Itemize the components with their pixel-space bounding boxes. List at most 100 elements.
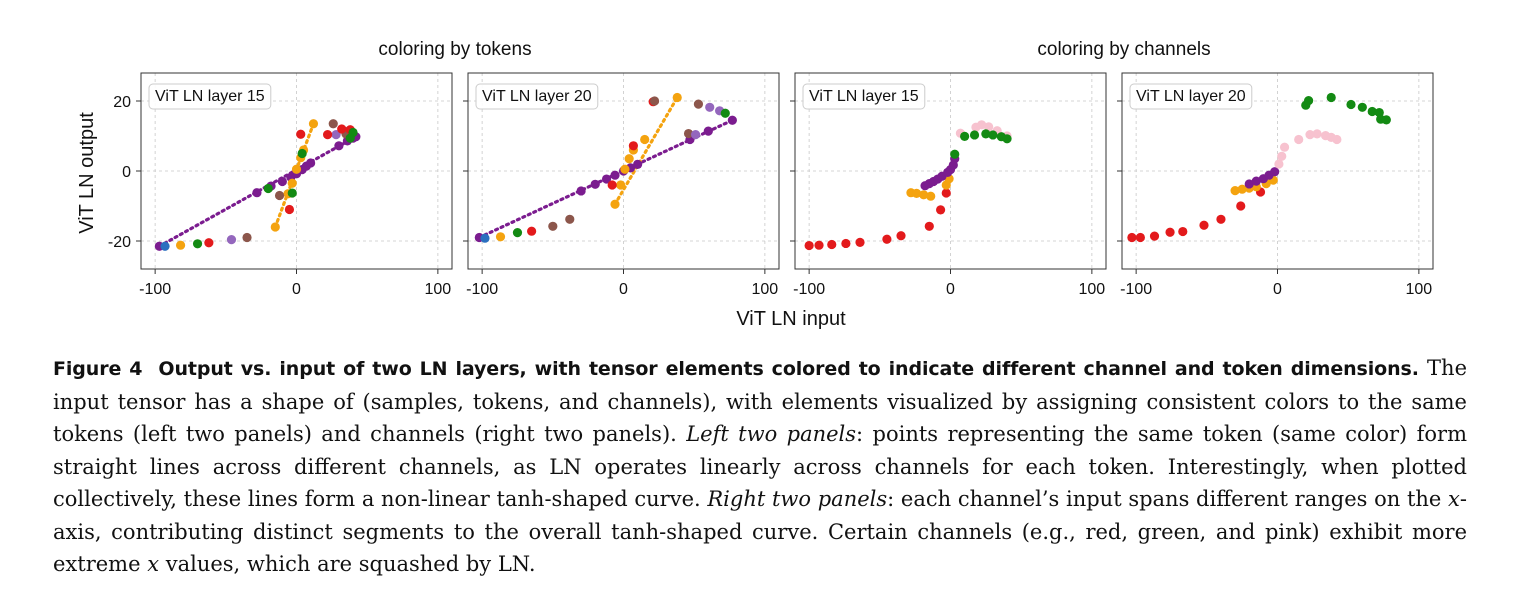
- data-point: [1237, 184, 1247, 194]
- data-point: [1165, 227, 1175, 237]
- data-point: [1381, 115, 1391, 125]
- data-point: [620, 164, 630, 174]
- data-point: [896, 231, 906, 241]
- data-point: [1178, 226, 1188, 237]
- data-point: [334, 141, 344, 151]
- caption-sentence-1: The input tensor has a shape of (samples…: [53, 356, 1467, 446]
- x-tick-label: -100: [139, 281, 171, 298]
- data-point: [683, 128, 694, 139]
- data-point: [969, 130, 980, 140]
- data-point: [277, 176, 287, 187]
- data-point: [495, 232, 506, 242]
- data-point: [160, 241, 170, 251]
- data-point: [977, 120, 987, 130]
- data-point: [1127, 232, 1137, 243]
- data-point: [672, 92, 682, 103]
- data-point: [270, 222, 280, 232]
- x-tick-label: 100: [1079, 281, 1106, 298]
- caption-right-label: Right two panels: [707, 487, 888, 511]
- scatter-panel-2: -100 0 100 ViT LN layer 20: [463, 72, 780, 298]
- caption-sentence-3b: -axis, contributing distinct segments to…: [53, 487, 1467, 576]
- data-point: [628, 141, 638, 151]
- panel-label-box: [475, 83, 599, 110]
- data-point: [633, 159, 643, 169]
- x-tick-label: 0: [619, 281, 628, 298]
- caption-sentence-2: : points representing the same token (sa…: [53, 422, 1467, 511]
- scatter-panel-1: -100 0 100 -20 0 20 ViT LN layer 15: [108, 72, 453, 298]
- data-point: [1230, 186, 1240, 196]
- data-point: [804, 240, 814, 251]
- data-point: [827, 239, 837, 250]
- data-point: [323, 130, 333, 140]
- data-point: [1294, 134, 1304, 145]
- data-point: [1326, 92, 1336, 103]
- panel-label: ViT LN layer 20: [482, 88, 592, 105]
- data-point: [981, 129, 991, 139]
- data-point: [1304, 96, 1314, 106]
- data-point: [610, 199, 620, 209]
- x-tick-label: 0: [1273, 281, 1282, 298]
- figure-panels: coloring by tokens coloring by channels …: [76, 39, 1434, 330]
- data-point: [226, 235, 237, 245]
- scatter-panel-4: -100 0 100 ViT LN layer 20: [1117, 72, 1434, 298]
- panel-label: ViT LN layer 20: [1136, 88, 1246, 105]
- series-trend-line: [613, 95, 679, 206]
- x-tick-label: 100: [752, 281, 779, 298]
- data-point: [1244, 179, 1254, 189]
- data-point: [512, 228, 523, 238]
- data-point: [480, 233, 490, 243]
- data-point: [1274, 159, 1284, 169]
- data-point: [297, 148, 307, 159]
- x-tick-label: 0: [292, 281, 301, 298]
- data-point: [1312, 129, 1322, 139]
- data-point: [919, 190, 929, 200]
- data-point: [841, 238, 851, 249]
- data-point: [1216, 214, 1226, 224]
- data-point: [242, 232, 252, 243]
- panel-label: ViT LN layer 15: [155, 88, 265, 105]
- data-point: [287, 188, 297, 198]
- data-point: [640, 134, 650, 145]
- x-tick-label: 100: [1406, 281, 1433, 298]
- x-tick-label: 100: [425, 281, 452, 298]
- data-point: [960, 131, 970, 141]
- x-axis-label: ViT LN input: [736, 308, 846, 330]
- data-point: [1332, 134, 1342, 145]
- data-point: [1236, 201, 1246, 211]
- data-point: [1199, 220, 1209, 230]
- data-point: [204, 238, 214, 248]
- figure-caption: Figure 4 Output vs. input of two LN laye…: [53, 352, 1467, 581]
- y-tick-label: 20: [113, 94, 131, 111]
- data-point: [192, 239, 203, 249]
- x-tick-label: 0: [946, 281, 955, 298]
- data-point: [1305, 130, 1315, 140]
- data-point: [284, 204, 295, 215]
- data-point: [175, 240, 186, 250]
- data-point: [814, 240, 824, 250]
- data-point: [720, 108, 730, 118]
- data-point: [882, 234, 892, 244]
- data-point: [616, 180, 626, 190]
- caption-sentence-3a: : each channel’s input spans different r…: [887, 487, 1449, 511]
- data-point: [950, 149, 960, 159]
- y-axis-label: ViT LN output: [76, 112, 98, 234]
- x-tick-label: -100: [466, 281, 498, 298]
- data-point: [1149, 231, 1160, 241]
- data-point: [308, 119, 319, 129]
- scatter-panel-3: -100 0 100 ViT LN layer 15: [790, 72, 1107, 298]
- y-tick-label: 0: [122, 164, 131, 181]
- data-point: [1346, 99, 1356, 110]
- data-point: [337, 124, 347, 134]
- data-point: [1270, 167, 1280, 177]
- data-point: [601, 174, 612, 184]
- data-point: [650, 96, 660, 106]
- data-point: [306, 158, 316, 168]
- data-point: [703, 126, 713, 136]
- caption-sentence-3c: values, which are squashed by LN.: [159, 552, 536, 576]
- data-point: [263, 183, 273, 194]
- data-point: [576, 186, 586, 196]
- data-point: [727, 115, 737, 125]
- caption-title: Output vs. input of two LN layers, with …: [158, 358, 1419, 380]
- data-point: [1367, 106, 1377, 117]
- data-point: [1279, 142, 1290, 152]
